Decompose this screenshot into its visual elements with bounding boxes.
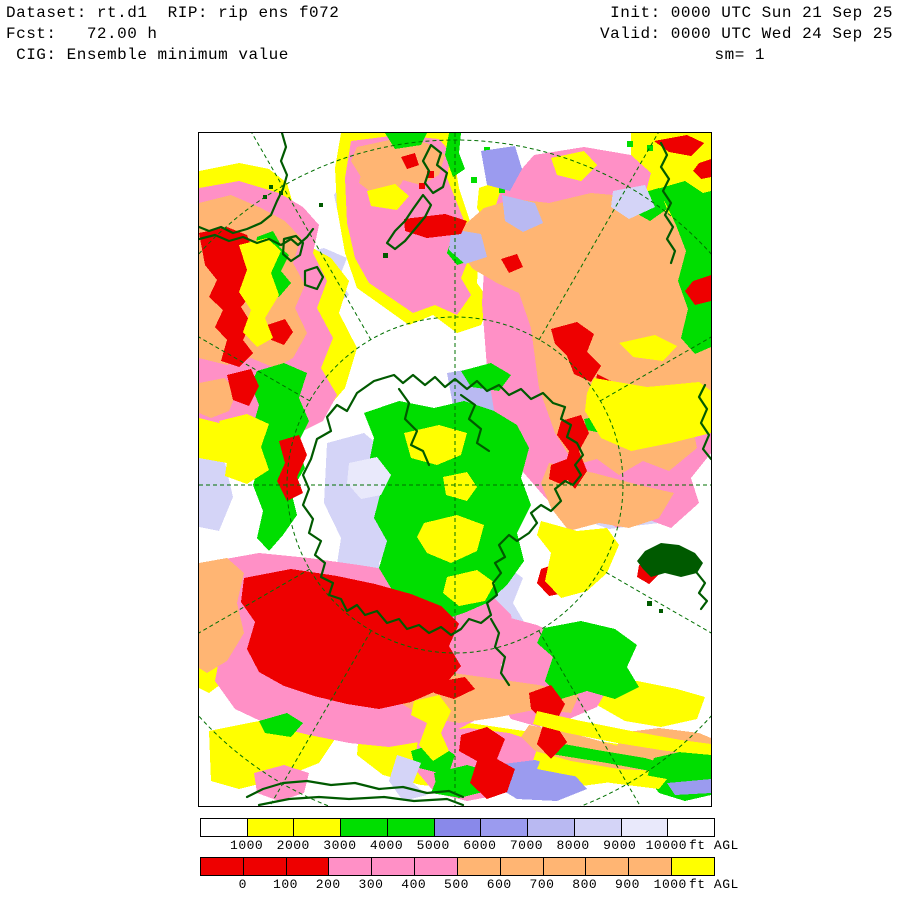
stewart-island-dot <box>383 253 388 258</box>
colorbar-tick-label: 5000 <box>416 838 450 853</box>
colorbar-tick-label: 400 <box>401 877 427 892</box>
colorbar-tick-label: 100 <box>273 877 298 892</box>
colorbar-tick-label: 700 <box>529 877 555 892</box>
colorbar-segment <box>201 858 244 875</box>
graticule <box>199 133 711 806</box>
south-america-south-coast <box>245 779 465 799</box>
colorbar-tick-label: 10000 <box>645 838 688 853</box>
forecast-hour-line: Fcst: 72.00 h <box>6 25 158 43</box>
colorbar-segment <box>329 858 373 875</box>
colorbar-segment <box>201 819 248 836</box>
colorbar-tick-label: 800 <box>572 877 598 892</box>
colorbar-upper-labels: ft AGL 1000 2000 3000 4000 5000 6000 7000 8000 9… <box>200 838 780 853</box>
map-panel <box>198 132 712 807</box>
map-fill-purple-accent-layer <box>347 146 711 801</box>
colorbar-segment <box>457 858 501 875</box>
colorbar-lower-labels: ft AGL 0 100 200 300 400 500 600 700 800 900 1000 <box>200 877 780 892</box>
antarctic-peninsula <box>489 617 511 687</box>
tasmania-coastline <box>303 265 325 291</box>
south-america-west-coast <box>659 141 677 265</box>
field-title-line: CIG: Ensemble minimum value <box>6 46 289 64</box>
colorbar-segment <box>387 819 435 836</box>
polar-stereographic-map <box>199 133 711 806</box>
australia-east-coast <box>199 133 289 235</box>
colorbar-segment <box>247 819 295 836</box>
colorbar-segment <box>434 819 482 836</box>
colorbar-tick-label: 1000 <box>230 838 264 853</box>
meridian-30 <box>599 336 711 402</box>
island-dot <box>647 601 652 606</box>
island-dot <box>659 609 663 613</box>
meridian-330 <box>599 568 711 634</box>
ice-shelf-edge <box>397 387 431 467</box>
colorbar-tick-label: 0 <box>238 877 247 892</box>
colorbar-tick-label: 1000 <box>653 877 687 892</box>
colorbar-segment <box>586 858 630 875</box>
colorbar-tick-label: 900 <box>615 877 640 892</box>
south-america-south-coast-2 <box>257 795 465 806</box>
antarctica-coastline <box>301 373 585 637</box>
colorbar-segment <box>481 819 529 836</box>
new-zealand-south-island <box>385 193 433 251</box>
map-fill-red-layer <box>199 135 711 799</box>
colorbar-tick-label: 600 <box>486 877 512 892</box>
ice-shelf-edge-2 <box>459 393 491 453</box>
colorbar-segment <box>672 858 714 875</box>
new-zealand-north-island <box>421 143 449 195</box>
colorbar-segment <box>629 858 673 875</box>
colorbar-upper-units: ft AGL <box>689 838 739 853</box>
colorbar-tick-label: 4000 <box>369 838 404 853</box>
colorbar-lower-units: ft AGL <box>689 877 739 892</box>
map-fill-green-layer <box>251 133 711 801</box>
colorbar-segment <box>341 819 388 836</box>
colorbar-tick-label: 500 <box>444 877 469 892</box>
colorbar-segment <box>243 858 287 875</box>
port-phillip-bay <box>281 234 305 263</box>
southeast-landmass <box>637 543 703 577</box>
dataset-line: Dataset: rt.d1 RIP: rip ens f072 <box>6 4 340 22</box>
latitude-circle-outer <box>199 139 711 806</box>
valid-time-line: Valid: 0000 UTC Wed 24 Sep 25 <box>600 25 893 43</box>
colorbar-segment <box>415 858 458 875</box>
colorbar-segment <box>668 819 715 836</box>
map-fill-yellow-accent-layer <box>219 151 711 789</box>
colorbar-tick-label: 3000 <box>323 838 357 853</box>
colorbar-segment <box>621 819 669 836</box>
island-dot <box>319 203 323 207</box>
init-time-line: Init: 0000 UTC Sun 21 Sep 25 <box>610 4 893 22</box>
colorbar-tick-label: 200 <box>315 877 341 892</box>
meridian-150 <box>199 336 311 402</box>
colorbar-tick-label: 2000 <box>276 838 310 853</box>
meridian-210 <box>199 568 311 634</box>
colorbar-upper <box>200 818 715 837</box>
colorbar-segment <box>528 819 575 836</box>
colorbar-segment <box>372 858 416 875</box>
colorbar-tick-label: 6000 <box>463 838 497 853</box>
colorbar-tick-label: 300 <box>358 877 384 892</box>
colorbar-tick-label: 7000 <box>509 838 544 853</box>
latitude-circle-inner <box>286 316 624 654</box>
smoothing-line: sm= 1 <box>714 46 765 64</box>
colorbar-lower <box>200 857 715 876</box>
colorbar-tick-label: 9000 <box>603 838 637 853</box>
colorbar-tick-label: 8000 <box>556 838 590 853</box>
southeast-landmass-tail <box>695 571 709 611</box>
right-edge-coast <box>697 383 711 461</box>
meridian-60 <box>538 133 659 341</box>
coastlines <box>199 133 711 806</box>
colorbar-segment <box>294 819 342 836</box>
colorbar-segment <box>543 858 587 875</box>
colorbar-segment <box>574 819 622 836</box>
colorbar-segment <box>286 858 330 875</box>
island-dot <box>279 191 283 195</box>
colorbar-segment <box>500 858 544 875</box>
island-dot <box>269 185 273 189</box>
meridian-120 <box>251 133 372 341</box>
